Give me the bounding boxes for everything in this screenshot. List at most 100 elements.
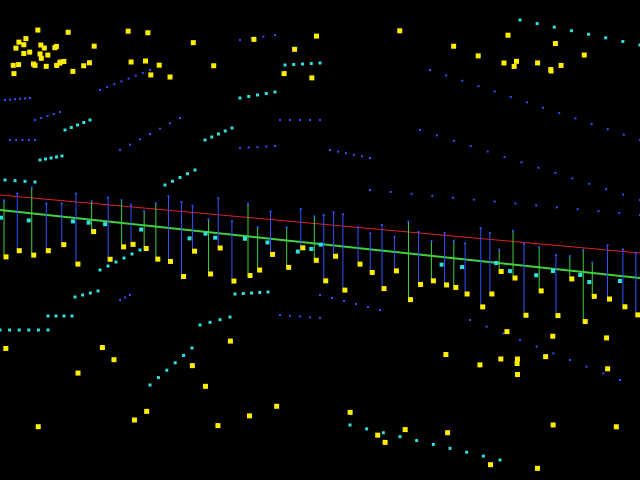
point: [398, 435, 402, 439]
marker: [550, 422, 556, 428]
point: [554, 254, 557, 257]
point: [193, 168, 197, 172]
point: [587, 280, 592, 285]
marker: [54, 62, 60, 68]
marker: [292, 46, 298, 52]
point: [34, 139, 36, 141]
point: [309, 246, 314, 251]
point: [16, 192, 19, 195]
point: [30, 186, 33, 189]
point: [266, 290, 270, 294]
point: [223, 129, 227, 133]
point: [127, 77, 130, 80]
marker: [13, 45, 19, 51]
point: [27, 328, 31, 332]
point: [309, 316, 311, 319]
point: [198, 323, 202, 327]
point: [503, 155, 506, 158]
point: [59, 111, 61, 113]
marker: [342, 287, 348, 293]
point: [139, 138, 141, 141]
point: [588, 182, 591, 185]
marker: [155, 256, 161, 262]
point: [63, 128, 67, 132]
marker: [313, 257, 319, 263]
point: [186, 172, 189, 176]
marker: [21, 42, 27, 48]
point: [585, 365, 588, 368]
point: [130, 252, 134, 256]
point: [522, 243, 525, 246]
point: [70, 314, 74, 318]
point: [535, 204, 538, 207]
marker: [23, 36, 29, 42]
point: [381, 223, 384, 226]
point: [469, 145, 472, 148]
point: [208, 320, 212, 324]
point: [445, 74, 448, 77]
marker: [143, 246, 149, 252]
point: [301, 62, 304, 66]
marker: [498, 356, 504, 362]
point: [292, 63, 296, 66]
point: [604, 36, 608, 40]
marker: [514, 356, 520, 362]
point: [239, 147, 241, 149]
point: [343, 300, 345, 302]
point: [331, 297, 333, 299]
point: [520, 161, 523, 164]
point: [569, 29, 573, 33]
point: [130, 203, 133, 206]
marker: [382, 439, 388, 445]
point: [319, 119, 321, 121]
marker: [443, 352, 449, 358]
point: [477, 85, 480, 88]
point: [3, 178, 7, 182]
point: [431, 194, 434, 197]
point: [319, 294, 321, 296]
point: [26, 218, 31, 223]
point: [289, 119, 291, 121]
marker: [543, 354, 549, 360]
point: [239, 39, 241, 41]
point: [318, 242, 323, 247]
point: [103, 222, 108, 227]
marker: [475, 53, 481, 59]
marker: [45, 52, 51, 58]
marker: [75, 261, 81, 267]
point: [465, 450, 469, 454]
point: [256, 93, 259, 97]
point: [113, 83, 116, 86]
point: [210, 135, 214, 139]
marker: [534, 465, 540, 471]
marker: [512, 275, 518, 281]
marker: [145, 30, 151, 36]
marker: [300, 245, 306, 251]
marker: [247, 273, 253, 279]
marker: [407, 297, 413, 303]
point: [534, 273, 539, 278]
point: [14, 98, 16, 101]
point: [262, 35, 265, 38]
point: [538, 246, 541, 249]
point: [124, 296, 126, 299]
marker: [487, 462, 493, 468]
point: [169, 122, 171, 125]
point: [578, 272, 583, 277]
point: [498, 458, 502, 462]
marker: [192, 248, 198, 254]
marker: [3, 345, 9, 351]
point: [361, 155, 363, 158]
point: [119, 149, 121, 151]
point: [54, 314, 58, 318]
point: [605, 188, 608, 191]
point: [535, 345, 538, 348]
point: [17, 328, 21, 332]
point: [512, 229, 515, 232]
point: [295, 249, 300, 254]
point: [256, 146, 259, 148]
point: [283, 63, 287, 67]
point: [46, 314, 50, 318]
point: [493, 200, 496, 203]
